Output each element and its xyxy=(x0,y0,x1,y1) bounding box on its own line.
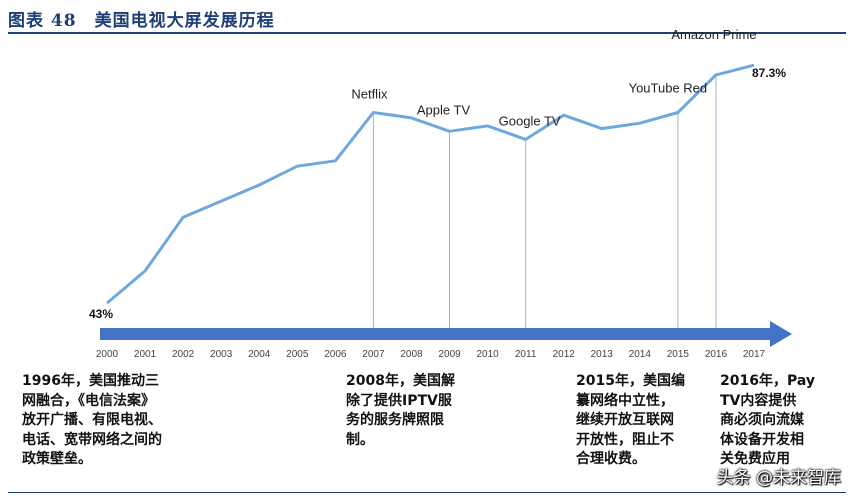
title-rule xyxy=(8,32,846,34)
year-tick-label: 2014 xyxy=(629,349,652,360)
event-label: Netflix xyxy=(351,87,388,102)
note-2008: 2008年，美国解 除了提供IPTV服 务的服务牌照限 制。 xyxy=(346,372,486,450)
year-tick-label: 2001 xyxy=(134,349,157,360)
event-label: Apple TV xyxy=(417,102,471,117)
start-value-label: 43% xyxy=(89,307,113,321)
year-tick-label: 2008 xyxy=(400,349,423,360)
timeline-arrow-shaft xyxy=(100,328,772,340)
bottom-rule xyxy=(8,492,846,493)
event-label: Amazon Prime xyxy=(671,27,756,42)
year-tick-label: 2011 xyxy=(515,349,537,360)
figure-title: 图表 48 美国电视大屏发展历程 xyxy=(8,11,275,31)
year-tick-label: 2006 xyxy=(324,349,347,360)
year-tick-label: 2002 xyxy=(172,349,195,360)
note-2016-text: 2016年，Pay TV内容提供 商必须向流媒 体设备开发相 关免费应用 xyxy=(720,373,815,467)
penetration-line xyxy=(106,63,755,305)
year-tick-label: 2003 xyxy=(210,349,233,360)
year-tick-label: 2015 xyxy=(667,349,690,360)
year-tick-label: 2000 xyxy=(96,349,119,360)
note-2015-text: 2015年，美国编 纂网络中立性， 继续开放互联网 开放性，阻止不 合理收费。 xyxy=(576,373,685,467)
year-tick-label: 2017 xyxy=(743,349,766,360)
year-tick-label: 2005 xyxy=(286,349,309,360)
end-value-label: 87.3% xyxy=(752,66,786,80)
watermark: 头条 @未来智库 xyxy=(716,468,841,488)
note-1996-text: 1996年，美国推动三 网融合，《电信法案》 放开广播、有限电视、 电话、宽带网… xyxy=(22,373,162,467)
event-label: Google TV xyxy=(499,113,561,128)
timeline-arrow-head xyxy=(770,321,792,347)
year-tick-label: 2004 xyxy=(248,349,271,360)
note-2016: 2016年，Pay TV内容提供 商必须向流媒 体设备开发相 关免费应用 xyxy=(720,372,845,472)
year-tick-label: 2007 xyxy=(362,349,385,360)
event-label: YouTube Red xyxy=(629,81,708,96)
year-tick-label: 2010 xyxy=(476,349,499,360)
note-1996: 1996年，美国推动三 网融合，《电信法案》 放开广播、有限电视、 电话、宽带网… xyxy=(22,372,222,470)
year-tick-label: 2009 xyxy=(438,349,461,360)
year-tick-label: 2012 xyxy=(553,349,576,360)
year-tick-label: 2013 xyxy=(591,349,614,360)
note-2008-text: 2008年，美国解 除了提供IPTV服 务的服务牌照限 制。 xyxy=(346,373,455,448)
note-2015: 2015年，美国编 纂网络中立性， 继续开放互联网 开放性，阻止不 合理收费。 xyxy=(576,372,716,470)
year-tick-label: 2016 xyxy=(705,349,728,360)
